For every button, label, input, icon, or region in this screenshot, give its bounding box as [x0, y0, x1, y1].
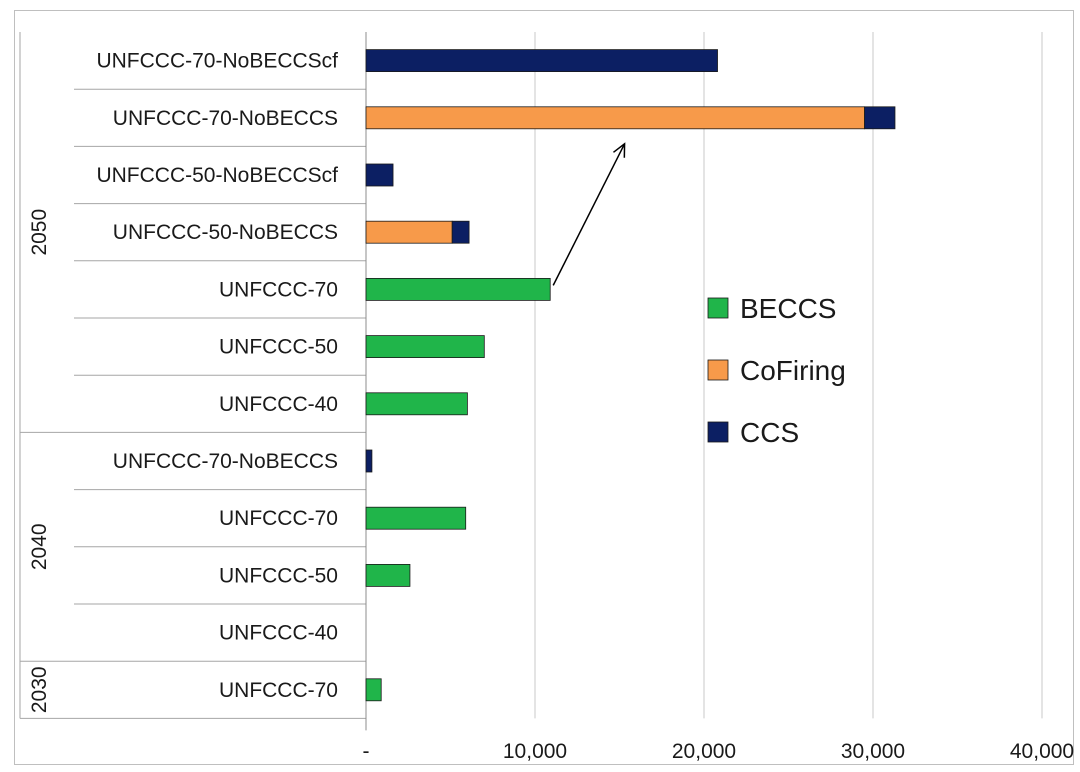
x-tick-label: 30,000 [841, 740, 905, 763]
legend-label-ccs: CCS [740, 417, 799, 448]
category-label: UNFCCC-70 [219, 507, 338, 530]
x-tick-label: 20,000 [672, 740, 736, 763]
group-label: 2050 [28, 209, 51, 256]
category-label: UNFCCC-70-NoBECCS [113, 107, 338, 130]
bar-ccs [365, 49, 718, 72]
legend-swatch-ccs [707, 421, 729, 443]
group-label: 2040 [28, 523, 51, 570]
legend-swatch-cofiring [707, 359, 729, 381]
bar-beccs [365, 392, 468, 416]
bar-cofiring [365, 106, 865, 130]
category-label: UNFCCC-70 [219, 278, 338, 301]
category-label: UNFCCC-70 [219, 679, 338, 702]
bar-cofiring [365, 220, 453, 244]
annotation-arrow-head [613, 142, 626, 158]
category-label: UNFCCC-50 [219, 336, 338, 359]
bar-beccs [365, 506, 467, 530]
bar-beccs [365, 564, 411, 587]
annotation-arrow [552, 143, 626, 286]
category-label: UNFCCC-40 [219, 622, 338, 645]
x-tick-label: 10,000 [503, 740, 567, 763]
category-label: UNFCCC-70-NoBECCS [113, 450, 338, 473]
chart-frame [14, 10, 1074, 765]
category-label: UNFCCC-40 [219, 393, 338, 416]
category-label: UNFCCC-50-NoBECCScf [96, 164, 338, 187]
legend-label-cofiring: CoFiring [740, 355, 846, 386]
legend-label-beccs: BECCS [740, 293, 836, 324]
bar-beccs [365, 277, 551, 301]
bar-ccs [451, 220, 470, 244]
bar-beccs [365, 335, 485, 359]
group-label: 2030 [28, 666, 51, 713]
category-label: UNFCCC-70-NoBECCScf [96, 50, 338, 73]
category-label: UNFCCC-50-NoBECCS [113, 221, 338, 244]
bar-ccs [864, 106, 896, 130]
bar-ccs [365, 449, 373, 473]
bar-ccs [365, 163, 394, 187]
category-label: UNFCCC-50 [219, 564, 338, 587]
legend-swatch-beccs [707, 297, 729, 319]
x-tick-label: - [363, 740, 370, 763]
x-tick-label: 40,000 [1010, 740, 1074, 763]
bar-beccs [365, 678, 382, 702]
